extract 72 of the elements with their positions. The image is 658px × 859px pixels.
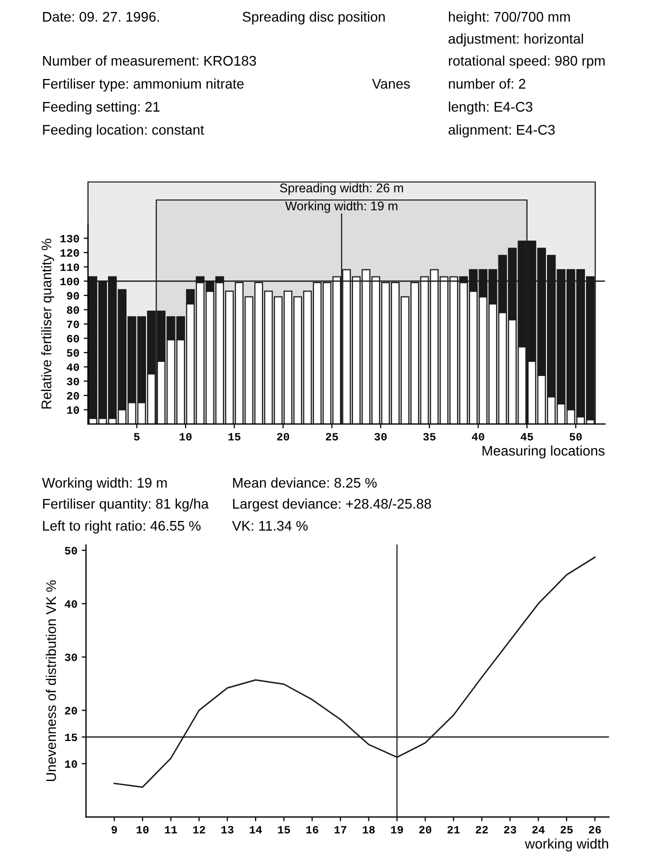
text: Number of measurement: KRO183 xyxy=(43,56,256,66)
x-tick-label: 15 xyxy=(278,826,290,834)
x-tick-label: 25 xyxy=(326,432,338,440)
text: Date: 09. 27. 1996. xyxy=(43,12,159,22)
text: VK: 11.34 % xyxy=(232,520,308,531)
x-tick-label: 13 xyxy=(221,826,234,834)
text: Spreading disc position xyxy=(242,12,385,24)
y-tick-label: 130 xyxy=(60,234,80,242)
x-tick-label: 5 xyxy=(134,433,140,440)
x-tick-label: 12 xyxy=(193,826,206,834)
text: Fertiliser quantity: 81 kg/ha xyxy=(43,498,209,512)
text: Feeding setting: 21 xyxy=(43,102,160,114)
text: number of: 2 xyxy=(448,78,526,89)
x-tick-label: 14 xyxy=(250,826,262,834)
x-tick-label: 17 xyxy=(334,826,346,834)
y-tick-label: 40 xyxy=(64,600,78,608)
y-tick-label: 70 xyxy=(67,320,80,328)
x-tick-label: 16 xyxy=(306,826,318,834)
x-tick-label: 18 xyxy=(362,826,375,834)
y-tick-label: 15 xyxy=(65,734,78,742)
y-tick-label: 120 xyxy=(60,249,80,257)
text: rotational speed: 980 rpm xyxy=(448,56,605,68)
x-tick-label: 50 xyxy=(570,432,582,440)
text: Fertiliser type: ammonium nitrate xyxy=(43,78,244,92)
x-tick-label: 10 xyxy=(180,432,192,440)
y-axis-title: Unevenness of distribution VK % xyxy=(46,580,56,782)
x-tick-label: 10 xyxy=(136,826,149,834)
x-tick-label: 9 xyxy=(112,826,117,834)
y-tick-label: 20 xyxy=(64,706,78,714)
y-tick-label: 10 xyxy=(65,760,78,768)
text: Working width: 19 m xyxy=(42,478,167,490)
text: Vanes xyxy=(372,79,410,89)
x-tick-label: 24 xyxy=(532,826,545,834)
y-axis-title: Relative fertiliser quantity % xyxy=(41,238,54,409)
y-tick-label: 60 xyxy=(67,334,80,342)
band-label: Working width: 19 m xyxy=(285,201,398,213)
y-tick-label: 100 xyxy=(60,278,80,286)
y-tick-label: 110 xyxy=(60,263,80,271)
x-tick-label: 22 xyxy=(476,826,488,834)
band-label: Spreading width: 26 m xyxy=(280,183,403,195)
x-axis-title: working width xyxy=(524,838,608,852)
x-tick-label: 20 xyxy=(419,826,432,834)
x-tick-label: 23 xyxy=(504,826,516,834)
x-tick-label: 19 xyxy=(391,826,403,834)
x-tick-label: 35 xyxy=(423,432,436,441)
y-tick-label: 80 xyxy=(66,306,80,314)
y-tick-label: 30 xyxy=(64,654,78,662)
x-tick-label: 20 xyxy=(277,432,290,440)
y-tick-label: 50 xyxy=(64,546,78,554)
text: Left to right ratio: 46.55 % xyxy=(43,520,201,534)
x-tick-label: 25 xyxy=(560,826,573,834)
x-tick-label: 40 xyxy=(472,432,484,440)
y-tick-label: 50 xyxy=(66,349,80,357)
x-tick-label: 30 xyxy=(374,432,387,441)
y-tick-label: 30 xyxy=(66,378,80,386)
x-tick-label: 11 xyxy=(164,826,178,834)
text: Feeding location: constant xyxy=(43,124,204,138)
y-tick-label: 90 xyxy=(66,292,80,300)
text: adjustment: horizontal xyxy=(448,34,583,46)
x-tick-label: 26 xyxy=(588,826,601,834)
text: Mean deviance: 8.25 % xyxy=(233,478,377,488)
y-tick-label: 10 xyxy=(67,406,80,414)
text: Largest deviance: +28.48/-25.88 xyxy=(233,498,431,512)
text: height: 700/700 mm xyxy=(448,12,570,24)
y-tick-label: 20 xyxy=(66,392,80,400)
y-tick-label: 40 xyxy=(66,363,80,371)
x-tick-label: 15 xyxy=(228,433,240,440)
x-tick-label: 45 xyxy=(520,433,534,440)
text: length: E4-C3 xyxy=(448,102,532,114)
text: alignment: E4-C3 xyxy=(448,124,555,138)
x-axis-title: Measuring locations xyxy=(482,445,605,458)
x-tick-label: 21 xyxy=(448,826,460,834)
